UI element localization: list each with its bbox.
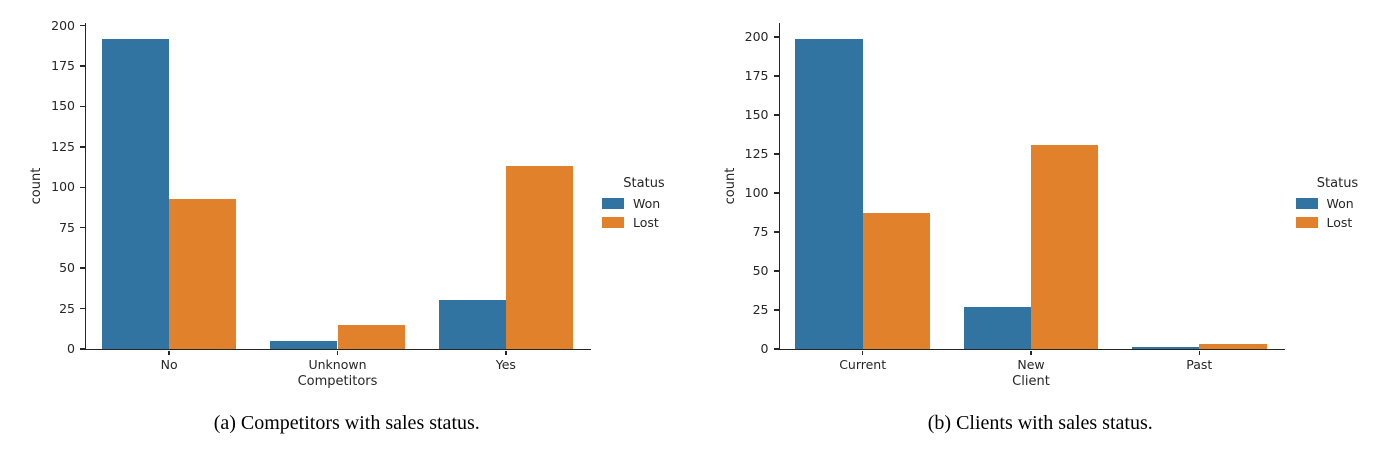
bar-won <box>963 306 1031 349</box>
x-tick-label: Unknown <box>308 357 367 372</box>
y-tick-label: 50 <box>59 260 75 276</box>
x-tick-mark <box>1030 350 1032 355</box>
y-tick-label: 75 <box>752 223 769 239</box>
legend-swatch-won-icon <box>602 198 624 209</box>
legend-swatch-won-icon <box>1295 198 1318 209</box>
legend-entry-won: Won <box>1292 196 1384 211</box>
bar-lost <box>505 166 574 349</box>
y-tick-label: 100 <box>51 179 75 195</box>
x-tick-label: Current <box>839 357 887 372</box>
x-axis-label: Client <box>1012 374 1050 389</box>
x-tick-label: No <box>160 357 178 372</box>
y-tick-mark <box>773 348 779 350</box>
legend-entry-lost: Lost <box>598 215 690 230</box>
y-tick-mark <box>773 36 779 38</box>
legend-label-lost: Lost <box>1326 215 1353 230</box>
legend-label-won: Won <box>1326 196 1354 211</box>
x-tick-label: Past <box>1186 357 1213 372</box>
bar-won <box>101 38 170 349</box>
bar-lost <box>1199 344 1267 349</box>
y-tick-label: 100 <box>744 184 769 200</box>
legend: Status Won Lost <box>1292 176 1384 230</box>
legend: Status Won Lost <box>598 176 690 230</box>
y-tick-mark <box>80 307 85 310</box>
y-tick-label: 175 <box>51 58 75 73</box>
bar-lost <box>862 213 930 349</box>
y-tick-label: 150 <box>51 98 75 114</box>
x-tick-mark <box>336 350 339 355</box>
plot-area <box>778 23 1285 350</box>
subfigure-a-caption: (a) Competitors with sales status. <box>213 412 480 434</box>
y-tick-mark <box>80 267 85 269</box>
y-tick-label: 75 <box>59 219 75 235</box>
legend-entry-lost: Lost <box>1292 215 1384 230</box>
y-tick-label: 25 <box>752 301 769 317</box>
subfigure-a: count 0 25 50 75 100 125 150 175 200 No Unknown Yes C… <box>0 0 694 435</box>
y-tick-mark <box>80 146 85 148</box>
x-tick-label: New <box>1017 357 1045 372</box>
y-tick-mark <box>80 186 85 189</box>
y-tick-label: 200 <box>51 17 75 33</box>
x-tick-mark <box>168 350 170 355</box>
y-tick-mark <box>80 348 85 350</box>
bar-lost <box>337 324 405 349</box>
y-tick-label: 175 <box>744 67 769 83</box>
x-tick-mark <box>861 350 864 355</box>
legend-title: Status <box>1316 176 1359 191</box>
y-tick-mark <box>773 153 779 155</box>
y-tick-mark <box>773 192 779 194</box>
competitors-chart: count 0 25 50 75 100 125 150 175 200 No Unknown Yes C… <box>0 0 694 400</box>
y-tick-label: 200 <box>744 28 769 44</box>
y-tick-mark <box>80 24 85 27</box>
y-tick-mark <box>773 114 779 116</box>
legend-label-lost: Lost <box>633 215 659 230</box>
y-tick-mark <box>80 105 85 108</box>
x-tick-mark <box>505 350 507 355</box>
x-tick-mark <box>1198 350 1201 355</box>
clients-chart: count 0 25 50 75 100 125 150 175 200 Current New Pas… <box>694 0 1387 400</box>
x-tick-label: Yes <box>495 357 516 372</box>
bar-lost <box>169 198 237 349</box>
subfigure-b: count 0 25 50 75 100 125 150 175 200 Current New Pas… <box>694 0 1387 435</box>
y-tick-label: 0 <box>760 341 769 356</box>
bar-won <box>1132 347 1200 349</box>
y-tick-label: 150 <box>744 106 769 122</box>
figure-row: count 0 25 50 75 100 125 150 175 200 No Unknown Yes C… <box>0 0 1387 435</box>
legend-swatch-lost-icon <box>1295 217 1318 228</box>
y-tick-label: 125 <box>51 138 75 154</box>
y-tick-mark <box>773 75 779 77</box>
y-tick-label: 125 <box>744 145 769 161</box>
y-tick-label: 50 <box>752 262 769 278</box>
y-tick-label: 25 <box>59 300 75 316</box>
bar-lost <box>1031 144 1099 349</box>
y-tick-label: 0 <box>67 341 75 356</box>
y-tick-mark <box>773 270 779 272</box>
legend-label-won: Won <box>633 196 661 211</box>
y-tick-mark <box>773 309 779 311</box>
bar-won <box>795 38 863 349</box>
y-tick-mark <box>773 231 779 233</box>
legend-swatch-lost-icon <box>602 217 624 228</box>
plot-area <box>85 23 591 350</box>
x-axis-label: Competitors <box>297 374 378 389</box>
subfigure-b-caption: (b) Clients with sales status. <box>927 412 1153 434</box>
y-tick-mark <box>80 65 85 67</box>
legend-title: Status <box>623 176 665 191</box>
legend-entry-won: Won <box>598 196 690 211</box>
bar-won <box>270 340 338 349</box>
y-tick-mark <box>80 226 85 229</box>
bar-won <box>438 300 506 349</box>
